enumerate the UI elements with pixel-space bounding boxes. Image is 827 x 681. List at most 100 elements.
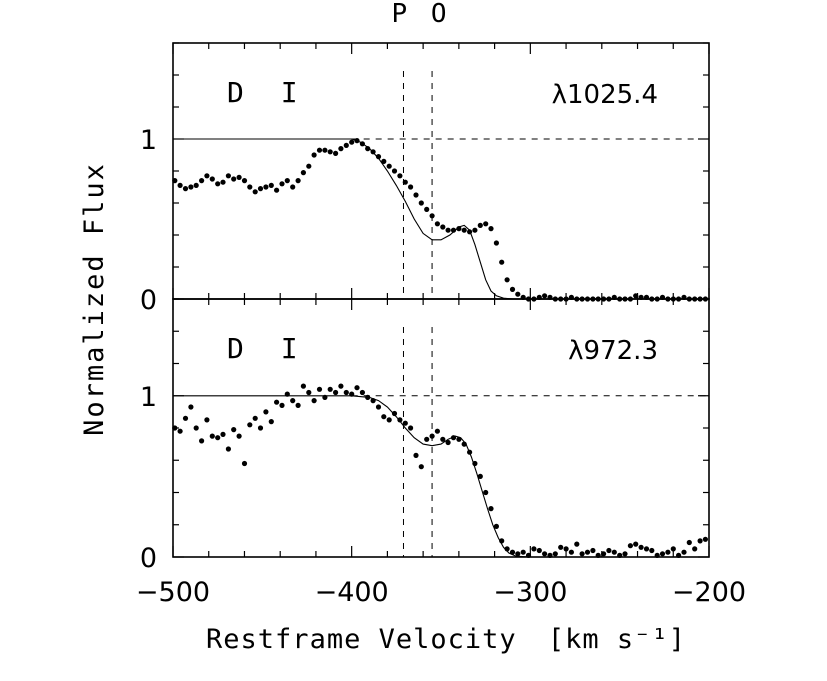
data-point xyxy=(241,178,248,184)
data-point xyxy=(472,227,478,233)
data-point xyxy=(692,546,698,552)
data-point xyxy=(225,173,231,179)
data-point xyxy=(215,435,221,441)
data-point xyxy=(558,544,564,550)
data-point xyxy=(274,187,280,193)
data-point xyxy=(257,186,264,192)
data-point xyxy=(177,428,183,434)
data-point xyxy=(349,391,355,397)
data-point xyxy=(370,149,376,155)
data-point xyxy=(418,200,424,206)
y-tick-label: 0 xyxy=(140,543,157,574)
y-axis-label: Normalized Flux xyxy=(79,162,110,436)
data-point xyxy=(343,389,349,396)
data-point xyxy=(182,186,189,192)
data-point xyxy=(504,546,510,552)
data-point xyxy=(311,152,317,158)
data-point xyxy=(333,150,339,156)
data-point xyxy=(333,389,339,396)
data-point xyxy=(268,182,274,188)
data-point xyxy=(279,402,285,408)
data-point xyxy=(359,141,365,147)
data-point xyxy=(338,383,344,389)
y-tick-label: 1 xyxy=(140,125,157,156)
data-point xyxy=(199,178,205,184)
data-point xyxy=(327,149,333,155)
data-point xyxy=(397,417,403,423)
data-point xyxy=(525,552,532,559)
panel-bottom: 0 1 D I λ972.3 xyxy=(140,298,710,574)
x-tick-label: −300 xyxy=(493,577,567,608)
data-point xyxy=(520,549,526,555)
transition-label: λ972.3 xyxy=(568,336,658,366)
data-point xyxy=(381,414,387,420)
data-point xyxy=(204,173,210,179)
data-point xyxy=(199,438,205,444)
data-point xyxy=(440,224,446,230)
data-point xyxy=(386,417,392,423)
data-point xyxy=(477,222,483,228)
data-point xyxy=(193,425,199,431)
data-point xyxy=(252,189,258,195)
data-point xyxy=(515,291,521,297)
data-point xyxy=(547,552,553,559)
data-point xyxy=(568,549,575,555)
data-point xyxy=(284,178,290,184)
x-axis-label: Restframe Velocity [km s⁻¹] xyxy=(206,624,686,655)
data-point xyxy=(322,147,328,153)
data-point xyxy=(659,551,666,557)
data-point xyxy=(365,146,371,152)
data-point xyxy=(274,399,280,405)
data-point xyxy=(579,551,585,557)
data-point xyxy=(188,404,194,410)
data-point xyxy=(300,170,306,176)
data-point xyxy=(499,259,505,265)
data-point xyxy=(381,158,387,164)
data-point xyxy=(236,174,242,180)
data-point xyxy=(359,389,365,396)
data-point xyxy=(391,410,398,417)
data-point xyxy=(413,192,419,198)
data-point xyxy=(225,446,231,452)
data-point xyxy=(290,184,296,190)
data-point xyxy=(483,489,489,496)
model-curve xyxy=(173,138,709,300)
data-point xyxy=(354,138,360,144)
data-point xyxy=(220,431,226,437)
data-point xyxy=(252,415,258,421)
data-point xyxy=(402,179,408,185)
data-point xyxy=(215,181,221,187)
data-point xyxy=(220,179,226,185)
data-point xyxy=(606,547,612,554)
data-point xyxy=(504,277,510,283)
x-axis-label-unit: [km s⁻¹] xyxy=(548,624,686,655)
y-tick-label: 1 xyxy=(140,382,157,413)
x-tick-label: −400 xyxy=(315,577,389,608)
data-point xyxy=(172,178,178,184)
data-point xyxy=(290,398,296,404)
data-point xyxy=(461,441,467,447)
data-point xyxy=(574,541,580,547)
data-point xyxy=(311,398,317,404)
data-point xyxy=(413,452,419,458)
data-point xyxy=(279,181,285,187)
x-tick-label: −500 xyxy=(136,577,210,608)
data-point xyxy=(531,546,537,552)
transition-label: λ1025.4 xyxy=(552,80,658,110)
data-point xyxy=(434,428,440,434)
data-point xyxy=(402,420,408,426)
data-point xyxy=(375,404,382,410)
data-point xyxy=(365,394,371,400)
data-point xyxy=(429,213,435,219)
data-point xyxy=(509,549,516,555)
data-point xyxy=(172,425,178,431)
x-axis: −500 −400 −300 −200 xyxy=(136,577,746,608)
data-point xyxy=(563,546,569,552)
data-point xyxy=(584,549,591,555)
data-point xyxy=(247,422,253,428)
data-point xyxy=(477,473,483,479)
data-point xyxy=(257,425,264,431)
data-point xyxy=(295,178,301,184)
data-point xyxy=(542,551,548,557)
data-point xyxy=(295,402,301,408)
